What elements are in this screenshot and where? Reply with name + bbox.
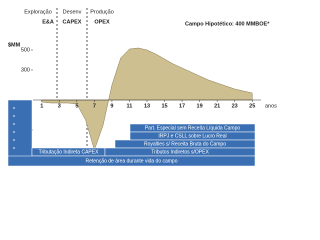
x-tick-label: 11 bbox=[127, 103, 133, 109]
x-tick-label: 7 bbox=[93, 103, 96, 109]
box-label: IRPJ e CSLL sobre Lucro Real bbox=[158, 134, 226, 140]
x-tick-label: 25 bbox=[249, 103, 255, 109]
bullet bbox=[13, 139, 15, 141]
y-tick-label: 500 bbox=[21, 47, 30, 53]
phase-sub: CAPEX bbox=[63, 19, 82, 25]
phase-sub: E&A bbox=[42, 19, 54, 25]
bullet bbox=[13, 115, 15, 117]
box-label: Royalties s/ Receita Bruta do Campo bbox=[144, 142, 226, 148]
x-tick-label: 17 bbox=[179, 103, 185, 109]
x-tick-label: 9 bbox=[110, 103, 113, 109]
phase-name: Desenv bbox=[63, 9, 82, 15]
bullet bbox=[13, 123, 15, 125]
bullet bbox=[13, 107, 15, 109]
bullet bbox=[13, 131, 15, 133]
box-label: Part. Especial sem Receita Líquida Campo bbox=[145, 126, 241, 132]
y-axis-label: $MM bbox=[8, 42, 21, 48]
bullet bbox=[13, 147, 15, 149]
phase-name: Exploração bbox=[24, 9, 52, 15]
x-tick-label: 21 bbox=[214, 103, 220, 109]
chart-title: Campo Hipotético: 400 MMBOE* bbox=[185, 21, 270, 27]
x-tick-label: 19 bbox=[197, 103, 203, 109]
phase-name: Produção bbox=[90, 9, 114, 15]
box-label: Tributação Indireta CAPEX bbox=[39, 150, 100, 156]
y-tick-label: 300 bbox=[21, 67, 30, 73]
box-label: Retenção de área durante vida do campo bbox=[85, 159, 177, 165]
x-tick-label: 15 bbox=[161, 103, 167, 109]
x-tick-label: 13 bbox=[144, 103, 150, 109]
x-tick-label: 5 bbox=[75, 103, 78, 109]
box-label: Tributos Indiretos s/OPEX bbox=[151, 150, 209, 156]
x-axis-label: anos bbox=[265, 103, 277, 109]
x-tick-label: 1 bbox=[40, 103, 43, 109]
phase-sub: OPEX bbox=[94, 19, 110, 25]
x-tick-label: 3 bbox=[58, 103, 61, 109]
chart: Campo Hipotético: 400 MMBOE* $MM anos Ex… bbox=[7, 8, 277, 167]
x-tick-label: 23 bbox=[232, 103, 238, 109]
area bbox=[41, 47, 253, 151]
side-box bbox=[7, 99, 33, 158]
box bbox=[7, 155, 256, 167]
